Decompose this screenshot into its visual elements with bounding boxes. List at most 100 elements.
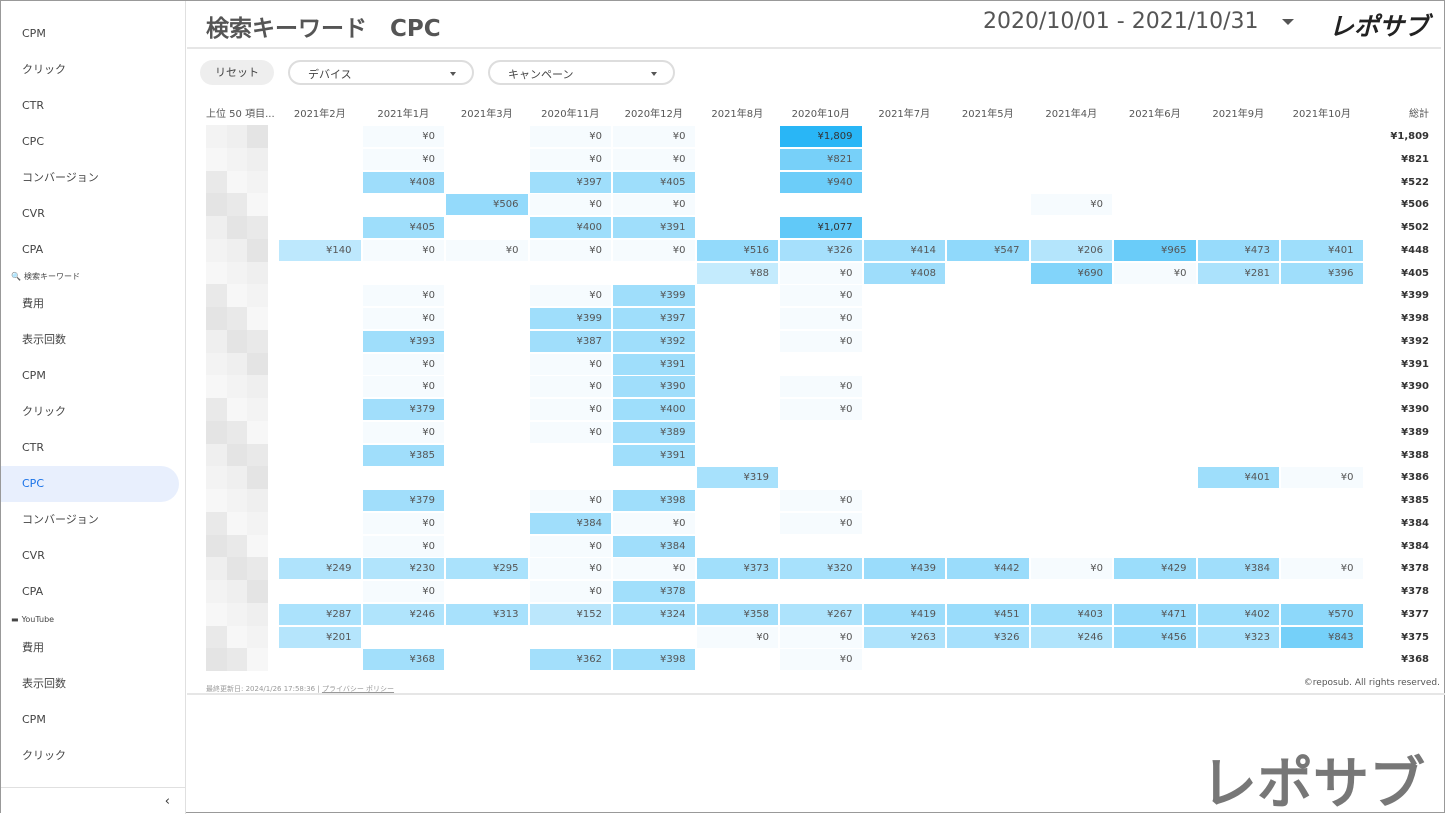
redacted-block [247,648,269,672]
table-cell: ¥0 [529,558,611,580]
table-cell: ¥1,077 [780,217,862,238]
sidebar-item[interactable]: コンバージョン [22,171,99,184]
sidebar-item[interactable]: クリック [22,63,66,76]
caret-down-icon [651,72,657,76]
sidebar-item[interactable]: CTR [22,99,45,112]
sidebar-item[interactable]: クリック [22,749,66,762]
table-cell: ¥0 [529,126,611,147]
sidebar-item[interactable]: 費用 [22,641,44,654]
campaign-filter[interactable]: キャンペーン [488,60,675,85]
sidebar-item[interactable]: CVR [22,549,45,562]
date-range-picker[interactable]: 2020/10/01 - 2021/10/31 [983,9,1259,34]
logo: レポサブ [1329,12,1430,41]
redacted-block [247,489,269,512]
table-cell: ¥570 [1281,603,1363,625]
reset-button[interactable]: リセット [200,60,274,85]
table-cell: ¥396 [1281,262,1363,284]
row-label-redacted [206,352,269,376]
row-label-redacted [206,466,269,490]
redacted-block [247,375,269,399]
table-cell: ¥399 [529,308,611,329]
table-cell: ¥414 [863,239,945,261]
sidebar-item[interactable]: 表示回数 [22,677,66,690]
table-cell: ¥401 [1197,467,1279,489]
table-cell: ¥152 [529,603,611,625]
row-total: ¥389 [1401,426,1429,438]
sidebar-item[interactable]: CPM [22,27,46,40]
redacted-block [226,625,248,649]
sidebar-item[interactable]: CVR [22,207,45,220]
redacted-block [206,170,227,194]
sidebar-item[interactable]: コンバージョン [22,513,99,526]
row-label-redacted [206,307,269,330]
sidebar-item[interactable]: CPM [22,713,46,726]
sidebar-item[interactable]: CPC [1,466,179,502]
redacted-block [206,489,227,512]
redacted-block [247,329,269,353]
table-cell: ¥456 [1114,626,1196,648]
table-cell: ¥0 [613,558,695,580]
sidebar-item[interactable]: CPA [22,585,44,598]
row-label-redacted [206,557,269,581]
table-cell: ¥392 [613,330,695,352]
chevron-left-icon: ‹ [164,794,170,809]
sidebar-item[interactable]: CTR [22,441,45,454]
table-cell: ¥0 [780,626,862,648]
table-cell: ¥391 [613,353,695,375]
table-cell: ¥320 [780,558,862,580]
table-cell: ¥373 [696,558,778,580]
table-cell: ¥408 [863,262,945,284]
redacted-block [206,534,227,558]
redacted-block [226,261,248,285]
redacted-block [226,125,248,148]
privacy-policy-link[interactable]: プライバシー ポリシー [321,685,395,693]
table-cell: ¥397 [613,308,695,329]
table-cell: ¥393 [362,330,444,352]
redacted-block [206,238,227,262]
sidebar-item[interactable]: CPC [22,135,44,148]
row-label-redacted [206,420,269,444]
table-cell: ¥88 [696,262,778,284]
sidebar-item[interactable]: 費用 [22,297,44,310]
sidebar-item[interactable]: 表示回数 [22,333,66,346]
table-cell: ¥401 [1281,239,1363,261]
row-total: ¥368 [1401,654,1429,666]
table-cell: ¥201 [279,626,361,648]
row-total: ¥399 [1401,290,1429,302]
row-total: ¥398 [1401,313,1429,324]
table-cell: ¥843 [1281,626,1363,648]
column-header: 2021年4月 [1045,109,1098,120]
redacted-block [206,625,227,649]
redacted-block [226,420,248,444]
youtube-icon: ▬ [11,615,19,624]
redacted-block [206,352,227,376]
table-cell: ¥1,809 [780,126,862,147]
sidebar-item[interactable]: CPA [22,243,44,256]
row-label-redacted [206,284,269,308]
column-header: 2021年5月 [961,109,1014,120]
column-header: 2021年3月 [460,109,513,120]
table-cell: ¥690 [1030,262,1112,284]
copyright: ©reposub. All rights reserved. [1303,678,1440,688]
dropdown-arrow-icon[interactable] [1282,19,1294,25]
row-total: ¥390 [1401,381,1429,393]
table-cell: ¥0 [362,353,444,375]
row-label-redacted [206,625,269,649]
collapse-sidebar-button[interactable]: ‹ [1,787,186,814]
table-cell: ¥0 [529,376,611,398]
redacted-block [226,329,248,353]
table-cell: ¥249 [279,558,361,580]
row-total: ¥384 [1401,540,1429,552]
redacted-block [247,284,269,308]
row-total: ¥384 [1401,517,1429,529]
table-cell: ¥0 [613,148,695,170]
sidebar-item[interactable]: CPM [22,369,46,382]
table-cell: ¥965 [1114,239,1196,261]
table-cell: ¥0 [529,353,611,375]
redacted-block [247,307,269,330]
sidebar-item[interactable]: クリック [22,405,66,418]
column-header: 2021年8月 [711,109,764,120]
device-filter[interactable]: デバイス [288,60,474,85]
table-cell: ¥140 [279,239,361,261]
table-cell: ¥0 [696,626,778,648]
